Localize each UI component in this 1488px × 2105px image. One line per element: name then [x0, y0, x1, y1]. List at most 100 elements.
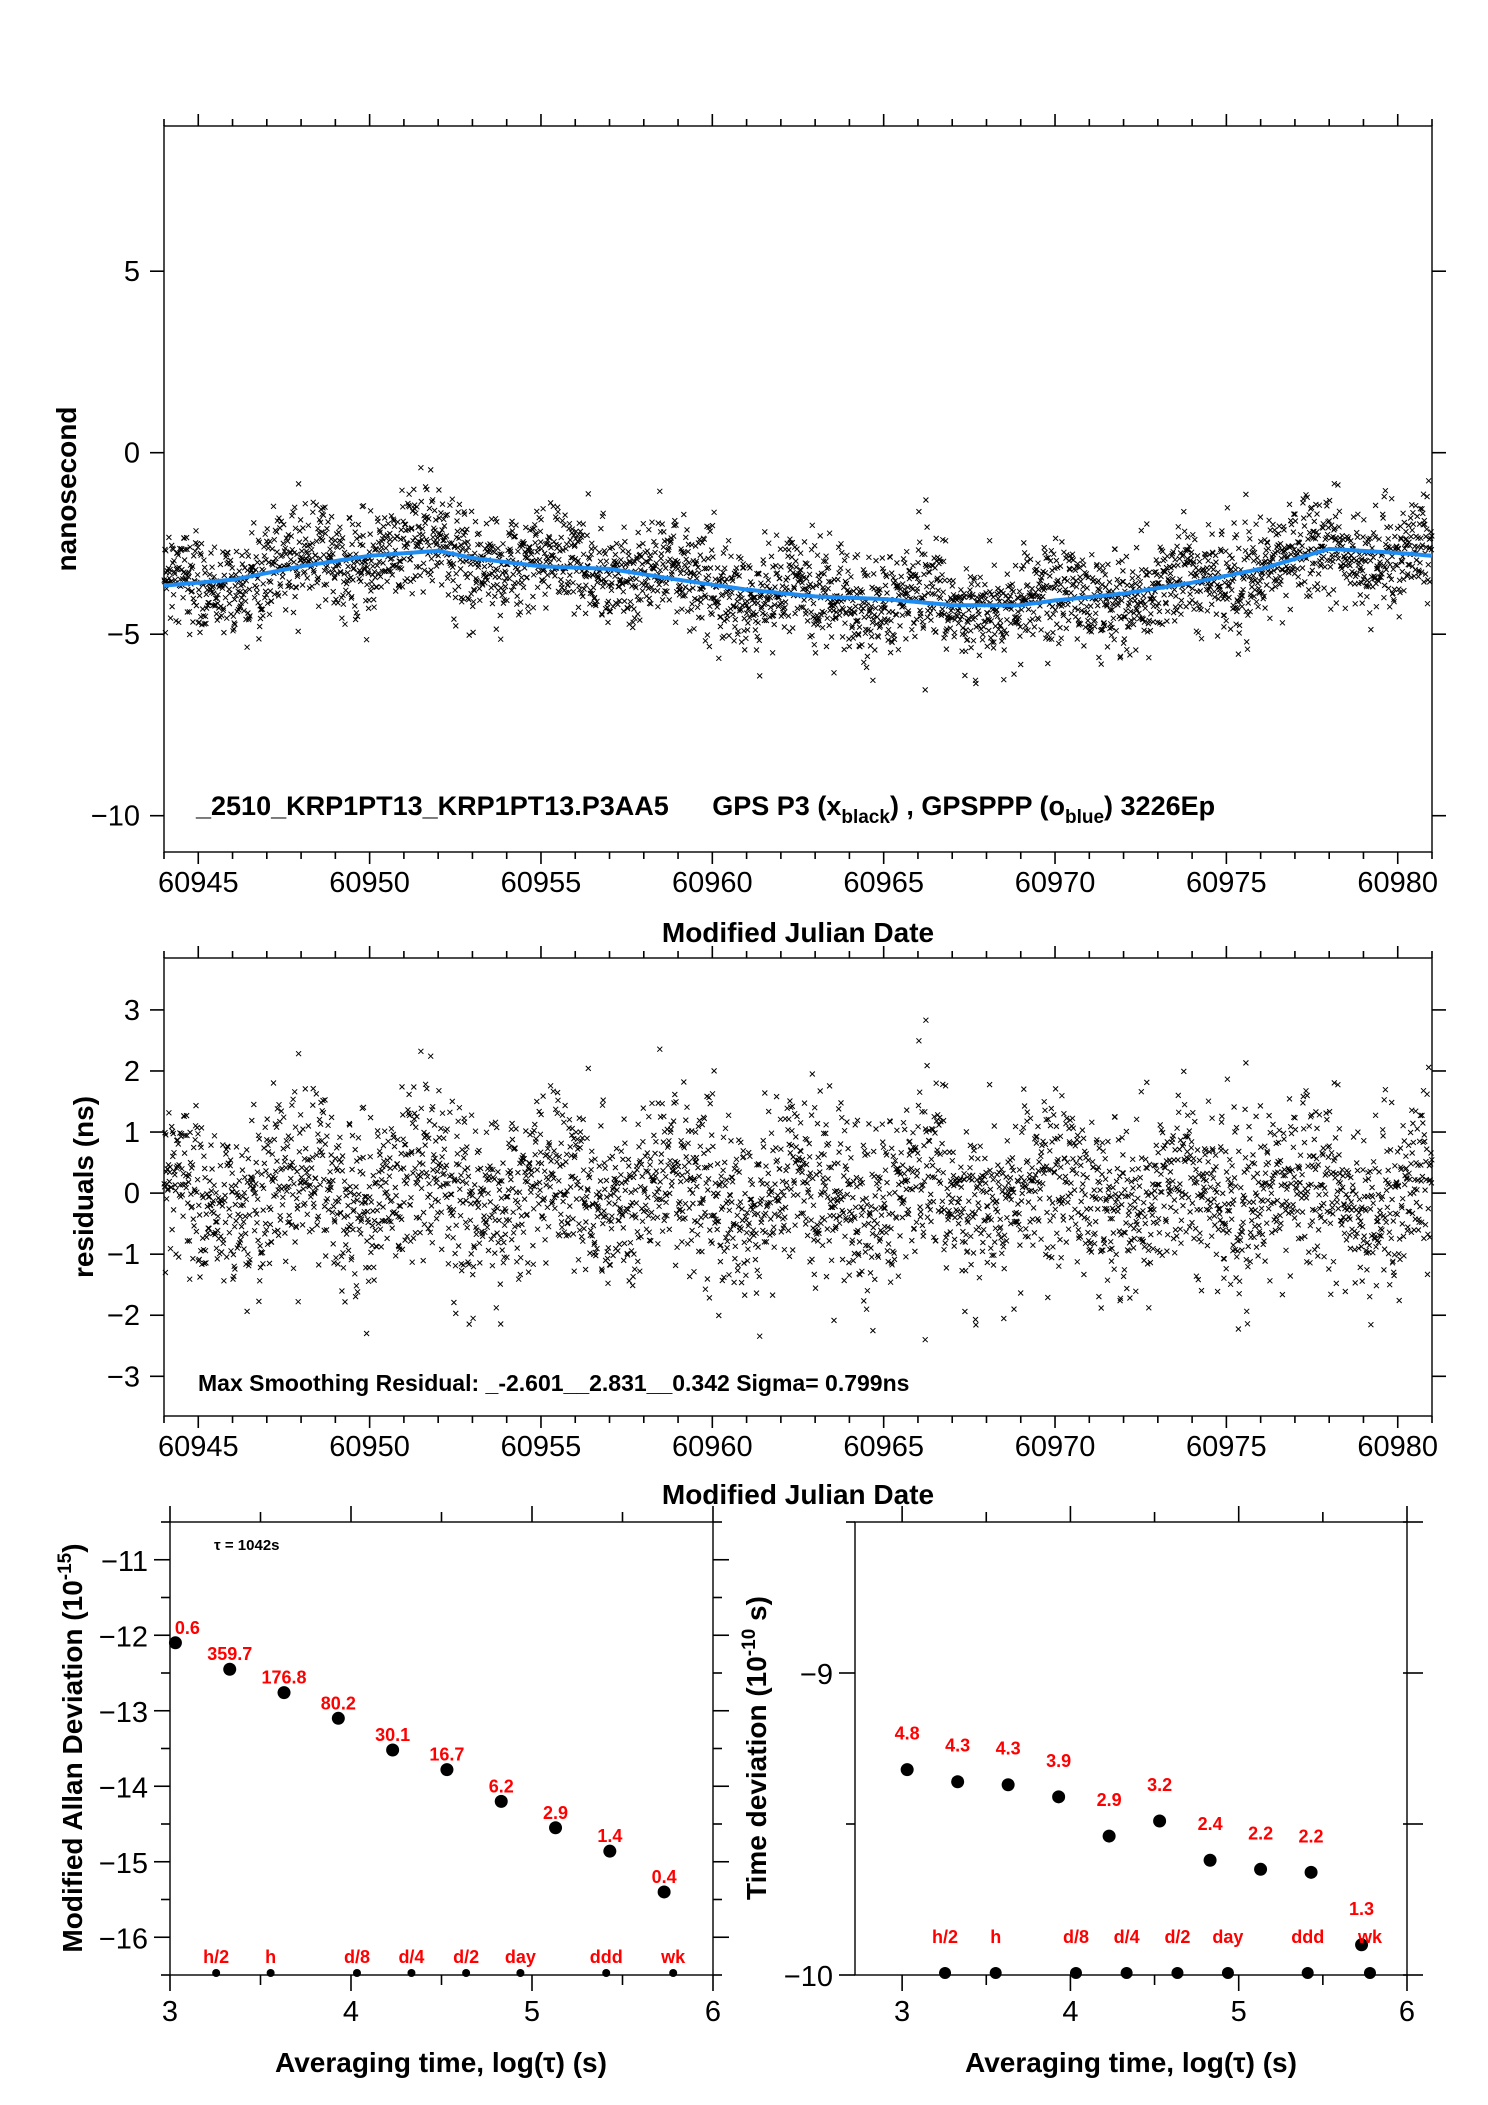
data-point	[559, 517, 566, 524]
data-point	[248, 529, 255, 536]
residual-point	[702, 1213, 709, 1220]
residual-point	[496, 1187, 503, 1193]
data-point	[1069, 551, 1076, 558]
residual-point	[491, 1176, 498, 1182]
data-point	[608, 587, 615, 594]
data-point	[571, 543, 578, 550]
data-point	[631, 558, 638, 564]
data-point	[1347, 580, 1354, 586]
data-point	[1210, 566, 1217, 573]
residual-point	[332, 1155, 339, 1162]
residual-point	[324, 1133, 330, 1140]
residual-point	[655, 1240, 661, 1247]
residual-point	[420, 1209, 427, 1216]
residual-point	[732, 1255, 738, 1262]
residual-point	[350, 1226, 356, 1233]
data-point	[464, 539, 471, 545]
residual-point	[312, 1175, 319, 1181]
data-point	[1098, 661, 1105, 667]
residual-point	[692, 1129, 699, 1136]
residual-point	[677, 1178, 684, 1185]
data-point	[686, 559, 692, 566]
residual-point	[754, 1211, 761, 1217]
data-point	[807, 581, 814, 587]
data-point	[866, 554, 872, 561]
data-point	[1235, 545, 1242, 552]
residual-point	[255, 1237, 261, 1244]
data-point	[310, 567, 317, 574]
residual-point	[191, 1223, 197, 1229]
data-point	[211, 573, 217, 580]
data-point	[1270, 521, 1276, 528]
data-point	[1250, 544, 1256, 551]
data-point	[1335, 555, 1342, 562]
data-point	[1212, 552, 1219, 559]
data-point	[1370, 554, 1377, 561]
data-point	[731, 637, 737, 644]
residual-point	[537, 1149, 544, 1156]
data-point	[455, 583, 462, 590]
data-point	[513, 601, 520, 608]
residual-point	[342, 1299, 348, 1305]
data-point	[1007, 620, 1014, 627]
residual-point	[190, 1255, 196, 1262]
data-point	[381, 515, 388, 521]
data-point	[1000, 590, 1006, 597]
data-point	[848, 573, 854, 580]
residual-point	[741, 1292, 748, 1298]
data-point	[1096, 654, 1102, 661]
residual-point	[468, 1251, 475, 1257]
data-point	[439, 527, 445, 533]
residual-point	[414, 1180, 421, 1187]
y-tick-labels: 50−5−10	[91, 256, 140, 833]
data-point	[245, 553, 252, 559]
residual-point	[605, 1280, 611, 1287]
data-point	[1198, 606, 1204, 613]
data-point	[246, 586, 253, 593]
data-point	[697, 599, 704, 605]
residual-point	[648, 1209, 655, 1216]
residual-point	[454, 1133, 460, 1140]
data-point	[1360, 534, 1366, 540]
data-point	[364, 581, 370, 588]
residual-point	[378, 1176, 385, 1183]
data-point	[1246, 528, 1252, 535]
data-point	[724, 612, 731, 619]
data-point	[292, 593, 298, 600]
data-point	[607, 608, 614, 615]
data-point	[1236, 630, 1243, 636]
data-point	[785, 613, 792, 619]
residual-point	[652, 1173, 659, 1179]
residual-point	[438, 1246, 445, 1253]
residual-point	[167, 1164, 173, 1170]
data-point	[809, 522, 816, 529]
data-point	[1425, 561, 1432, 568]
residual-points	[161, 1017, 1435, 1343]
data-point	[373, 546, 380, 553]
residual-point	[342, 1242, 349, 1248]
data-point	[706, 603, 713, 610]
residual-point	[266, 1260, 273, 1267]
data-point	[418, 464, 424, 471]
residual-point	[267, 1206, 274, 1213]
data-point	[568, 554, 574, 561]
data-point	[491, 593, 498, 600]
data-point	[357, 578, 364, 585]
residual-point	[607, 1262, 614, 1268]
data-point	[436, 515, 443, 521]
residual-point	[637, 1157, 644, 1164]
data-point	[1294, 566, 1301, 572]
x-tick-label: 60955	[501, 867, 582, 899]
residual-point	[317, 1121, 324, 1127]
residual-point	[223, 1151, 229, 1157]
residual-point	[760, 1137, 767, 1144]
data-point	[530, 604, 537, 611]
data-point	[463, 558, 469, 564]
data-point	[462, 571, 469, 577]
data-point	[299, 582, 306, 588]
data-point	[699, 539, 706, 546]
data-point	[303, 548, 310, 555]
data-point	[666, 544, 672, 551]
data-point	[729, 577, 736, 584]
residual-point	[457, 1212, 464, 1219]
